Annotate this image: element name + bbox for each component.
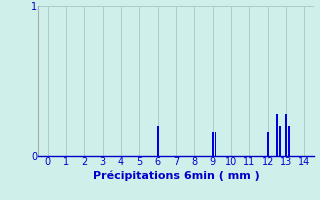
X-axis label: Précipitations 6min ( mm ): Précipitations 6min ( mm ) [92, 170, 260, 181]
Bar [214, 132, 216, 156]
Bar [276, 114, 278, 156]
Bar [285, 114, 287, 156]
Bar [279, 126, 281, 156]
Bar [212, 132, 214, 156]
Bar [157, 126, 159, 156]
Bar [267, 132, 269, 156]
Bar [288, 126, 290, 156]
